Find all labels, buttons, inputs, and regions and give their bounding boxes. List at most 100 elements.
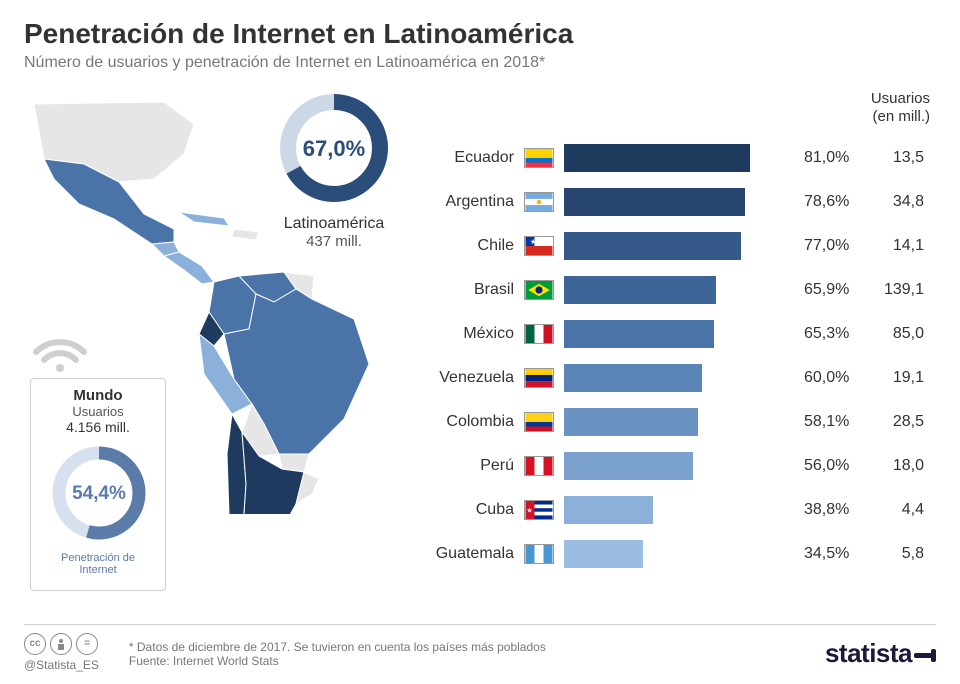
country-label: Argentina bbox=[424, 193, 514, 211]
flag-icon bbox=[524, 412, 554, 432]
users-value: 19,1 bbox=[874, 369, 924, 387]
pct-label: 81,0% bbox=[804, 149, 864, 167]
latam-donut-svg: 67,0% bbox=[274, 88, 394, 208]
left-column: 67,0% Latinoamérica 437 mill. bbox=[24, 84, 404, 576]
bar-track bbox=[564, 320, 794, 348]
chart-row: Cuba ★ 38,8% 4,4 bbox=[424, 488, 936, 532]
bar-fill bbox=[564, 144, 750, 172]
world-sub: Usuarios bbox=[45, 404, 151, 419]
world-title: Mundo bbox=[45, 387, 151, 404]
bar-track bbox=[564, 540, 794, 568]
country-label: Brasil bbox=[424, 281, 514, 299]
users-value: 34,8 bbox=[874, 193, 924, 211]
users-value: 28,5 bbox=[874, 413, 924, 431]
map-caribbean bbox=[232, 229, 259, 240]
country-label: Venezuela bbox=[424, 369, 514, 387]
by-icon bbox=[50, 633, 72, 655]
nd-icon: = bbox=[76, 633, 98, 655]
bar-fill bbox=[564, 452, 693, 480]
footer-center: * Datos de diciembre de 2017. Se tuviero… bbox=[99, 640, 825, 668]
chart-row: Venezuela 60,0% 19,1 bbox=[424, 356, 936, 400]
pct-label: 65,9% bbox=[804, 281, 864, 299]
latam-region-value: 437 mill. bbox=[274, 233, 394, 250]
users-value: 85,0 bbox=[874, 325, 924, 343]
latam-donut: 67,0% Latinoamérica 437 mill. bbox=[274, 88, 394, 250]
pct-label: 65,3% bbox=[804, 325, 864, 343]
pct-label: 77,0% bbox=[804, 237, 864, 255]
country-label: México bbox=[424, 325, 514, 343]
pct-label: 78,6% bbox=[804, 193, 864, 211]
pct-label: 34,5% bbox=[804, 545, 864, 563]
flag-icon bbox=[524, 192, 554, 212]
users-value: 14,1 bbox=[874, 237, 924, 255]
users-value: 4,4 bbox=[874, 501, 924, 519]
country-label: Guatemala bbox=[424, 545, 514, 563]
footer-handle: @Statista_ES bbox=[24, 657, 99, 674]
chart-row: Perú 56,0% 18,0 bbox=[424, 444, 936, 488]
users-value: 139,1 bbox=[874, 281, 924, 299]
bar-track bbox=[564, 496, 794, 524]
chart-row: Ecuador 81,0% 13,5 bbox=[424, 136, 936, 180]
country-label: Colombia bbox=[424, 413, 514, 431]
latam-pct-label: 67,0% bbox=[303, 136, 365, 161]
flag-icon bbox=[524, 280, 554, 300]
pct-label: 56,0% bbox=[804, 457, 864, 475]
chart-row: Colombia 58,1% 28,5 bbox=[424, 400, 936, 444]
bar-track bbox=[564, 452, 794, 480]
bar-fill bbox=[564, 188, 745, 216]
latam-region-label: Latinoamérica bbox=[274, 215, 394, 233]
country-label: Perú bbox=[424, 457, 514, 475]
country-label: Ecuador bbox=[424, 149, 514, 167]
bar-fill bbox=[564, 408, 698, 436]
bar-fill bbox=[564, 496, 653, 524]
bar-fill bbox=[564, 540, 643, 568]
country-label: Chile bbox=[424, 237, 514, 255]
flag-icon bbox=[524, 544, 554, 564]
bar-track bbox=[564, 144, 794, 172]
map-central-america bbox=[164, 252, 214, 284]
flag-icon bbox=[524, 148, 554, 168]
pct-label: 58,1% bbox=[804, 413, 864, 431]
bar-fill bbox=[564, 320, 714, 348]
pct-label: 38,8% bbox=[804, 501, 864, 519]
flag-icon bbox=[524, 456, 554, 476]
flag-icon: ★ bbox=[524, 500, 554, 520]
cc-icon: cc bbox=[24, 633, 46, 655]
flag-icon: ★ bbox=[524, 236, 554, 256]
world-pct-label: 54,4% bbox=[72, 483, 126, 504]
footer-note: * Datos de diciembre de 2017. Se tuviero… bbox=[129, 640, 825, 654]
footer-left: cc = @Statista_ES bbox=[24, 633, 99, 674]
infographic-container: Penetración de Internet en Latinoamérica… bbox=[0, 0, 960, 684]
page-subtitle: Número de usuarios y penetración de Inte… bbox=[24, 54, 936, 72]
world-donut-svg: 54,4% bbox=[45, 439, 153, 547]
svg-text:★: ★ bbox=[526, 506, 532, 515]
chart-row: Brasil 65,9% 139,1 bbox=[424, 268, 936, 312]
bar-track bbox=[564, 232, 794, 260]
chart-row: Argentina 78,6% 34,8 bbox=[424, 180, 936, 224]
flag-icon bbox=[524, 368, 554, 388]
bar-track bbox=[564, 188, 794, 216]
bar-track bbox=[564, 408, 794, 436]
bar-fill bbox=[564, 276, 716, 304]
users-value: 13,5 bbox=[874, 149, 924, 167]
chart-row: Chile ★ 77,0% 14,1 bbox=[424, 224, 936, 268]
cc-badges: cc = bbox=[24, 633, 99, 655]
users-value: 5,8 bbox=[874, 545, 924, 563]
page-title: Penetración de Internet en Latinoamérica bbox=[24, 18, 936, 50]
country-label: Cuba bbox=[424, 501, 514, 519]
bar-chart: Ecuador 81,0% 13,5 Argentina 78,6% 34,8 Chile ★… bbox=[424, 136, 936, 576]
svg-text:★: ★ bbox=[530, 237, 536, 246]
world-stats-box: Mundo Usuarios 4.156 mill. 54,4% Penetra… bbox=[30, 378, 166, 591]
footer-source: Fuente: Internet World Stats bbox=[129, 654, 825, 668]
bar-fill bbox=[564, 232, 741, 260]
map-cuba bbox=[179, 212, 229, 226]
world-value: 4.156 mill. bbox=[45, 419, 151, 435]
flag-icon bbox=[524, 324, 554, 344]
footer: cc = @Statista_ES * Datos de diciembre d… bbox=[24, 624, 936, 674]
world-caption: Penetración de Internet bbox=[45, 552, 151, 576]
users-value: 18,0 bbox=[874, 457, 924, 475]
chart-row: México 65,3% 85,0 bbox=[424, 312, 936, 356]
chart-row: Guatemala 34,5% 5,8 bbox=[424, 532, 936, 576]
pct-label: 60,0% bbox=[804, 369, 864, 387]
users-header: Usuarios (en mill.) bbox=[424, 90, 936, 126]
